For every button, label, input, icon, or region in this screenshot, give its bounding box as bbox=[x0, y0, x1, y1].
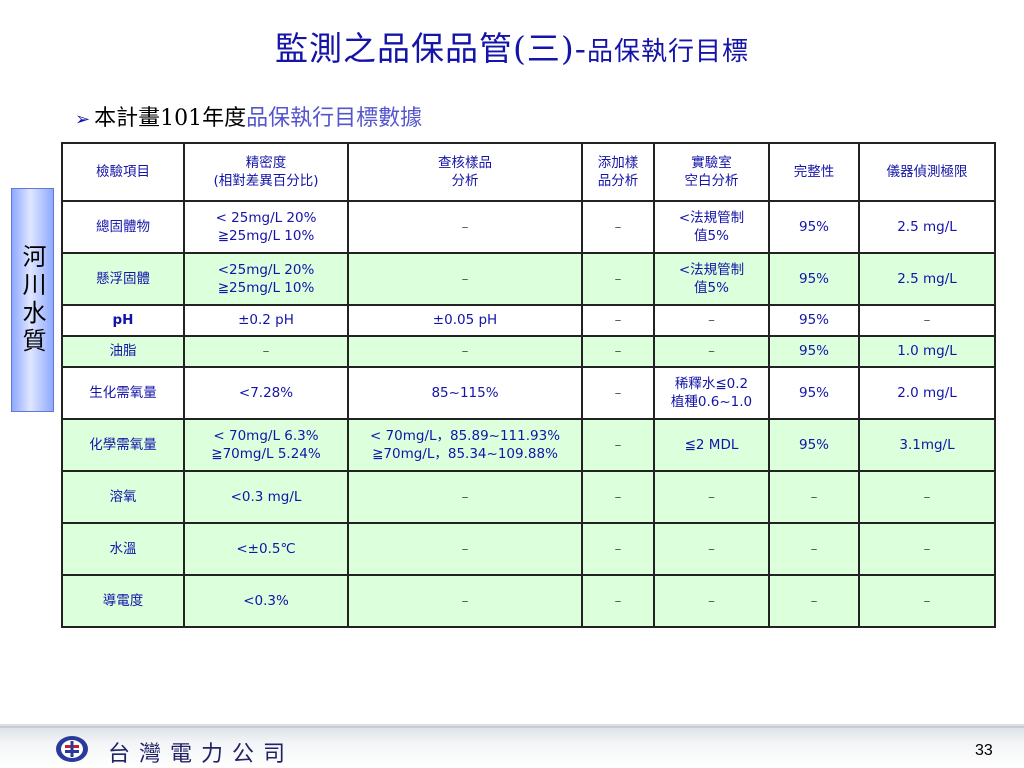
table-row: 導電度 <0.3% – – – – – bbox=[61, 574, 996, 628]
table-row: 化學需氧量 < 70mg/L 6.3% ≧70mg/L 5.24% < 70mg/L… bbox=[61, 418, 996, 472]
cell-item: 總固體物 bbox=[61, 200, 185, 254]
table-row: 水溫 <±0.5℃ – – – – – bbox=[61, 522, 996, 576]
page-number: 33 bbox=[975, 742, 993, 759]
footer-divider bbox=[0, 726, 1024, 728]
cell-precision: <±0.5℃ bbox=[183, 522, 349, 576]
cell-spike-sample: – bbox=[581, 200, 655, 254]
cell-detection-limit: – bbox=[858, 470, 996, 524]
cell-completeness: 95% bbox=[768, 200, 860, 254]
header-spike-sample: 添加樣 品分析 bbox=[581, 142, 655, 202]
cell-lab-blank: – bbox=[653, 304, 770, 337]
cell-spike-sample: – bbox=[581, 366, 655, 420]
cell-lab-blank: <法規管制 值5% bbox=[653, 200, 770, 254]
cell-spike-sample: – bbox=[581, 335, 655, 368]
company-name: 台灣電力公司 bbox=[108, 742, 295, 767]
cell-completeness: 95% bbox=[768, 304, 860, 337]
cell-item: 溶氧 bbox=[61, 470, 185, 524]
cell-item: 水溫 bbox=[61, 522, 185, 576]
table-row: pH ±0.2 pH ±0.05 pH – –95% – bbox=[61, 304, 996, 337]
cell-lab-blank: – bbox=[653, 574, 770, 628]
arrow-bullet-icon: ➢ bbox=[75, 109, 91, 130]
table-row: 油脂 – – – –95% 1.0 mg/L bbox=[61, 335, 996, 368]
cell-precision: < 70mg/L 6.3% ≧70mg/L 5.24% bbox=[183, 418, 349, 472]
cell-check-sample: ±0.05 pH bbox=[347, 304, 583, 337]
table-row: 溶氧 <0.3 mg/L – – – – – bbox=[61, 470, 996, 524]
cell-spike-sample: – bbox=[581, 304, 655, 337]
slide-title-main: 監測之品保品管(三)- bbox=[275, 29, 587, 68]
table-row: 總固體物 < 25mg/L 20% ≧25mg/L 10% – – <法規管制 值5% 9… bbox=[61, 200, 996, 254]
cell-item: 導電度 bbox=[61, 574, 185, 628]
cell-check-sample: – bbox=[347, 574, 583, 628]
cell-completeness: – bbox=[768, 574, 860, 628]
cell-check-sample: 85~115% bbox=[347, 366, 583, 420]
cell-spike-sample: – bbox=[581, 252, 655, 306]
cell-spike-sample: – bbox=[581, 418, 655, 472]
cell-detection-limit: 3.1mg/L bbox=[858, 418, 996, 472]
cell-precision: < 25mg/L 20% ≧25mg/L 10% bbox=[183, 200, 349, 254]
header-check-sample-text: 查核樣品 分析 bbox=[438, 154, 492, 189]
cell-lab-blank: – bbox=[653, 522, 770, 576]
cell-item: 懸浮固體 bbox=[61, 252, 185, 306]
cell-detection-limit: 2.0 mg/L bbox=[858, 366, 996, 420]
bullet-line: ➢ 本計畫101年度品保執行目標數據 bbox=[75, 100, 422, 132]
cell-precision: <25mg/L 20% ≧25mg/L 10% bbox=[183, 252, 349, 306]
header-precision: 精密度 (相對差異百分比) bbox=[183, 142, 349, 202]
cell-check-sample: – bbox=[347, 522, 583, 576]
taipower-logo-icon bbox=[56, 736, 88, 762]
bullet-plain-text: 本計畫101年度 bbox=[94, 106, 247, 131]
cell-check-sample: < 70mg/L，85.89~111.93% ≧70mg/L，85.34~109… bbox=[347, 418, 583, 472]
cell-completeness: 95% bbox=[768, 252, 860, 306]
cell-completeness: – bbox=[768, 470, 860, 524]
side-category-label: 河川水質 bbox=[18, 244, 46, 356]
cell-detection-limit: – bbox=[858, 304, 996, 337]
cell-precision: <7.28% bbox=[183, 366, 349, 420]
header-lab-blank: 實驗室 空白分析 bbox=[653, 142, 770, 202]
header-spike-sample-text: 添加樣 品分析 bbox=[597, 154, 639, 189]
qc-target-table: 檢驗項目 精密度 (相對差異百分比) 查核樣品 分析 添加樣 品分析 實驗室 空… bbox=[61, 142, 996, 628]
cell-check-sample: – bbox=[347, 470, 583, 524]
cell-completeness: 95% bbox=[768, 366, 860, 420]
cell-detection-limit: 1.0 mg/L bbox=[858, 335, 996, 368]
cell-completeness: 95% bbox=[768, 335, 860, 368]
header-lab-blank-text: 實驗室 空白分析 bbox=[684, 154, 739, 189]
cell-spike-sample: – bbox=[581, 522, 655, 576]
cell-item: 化學需氧量 bbox=[61, 418, 185, 472]
header-check-sample: 查核樣品 分析 bbox=[347, 142, 583, 202]
cell-detection-limit: 2.5 mg/L bbox=[858, 252, 996, 306]
table-row: 懸浮固體 <25mg/L 20% ≧25mg/L 10% – – <法規管制 值5% 95… bbox=[61, 252, 996, 306]
cell-item: 生化需氧量 bbox=[61, 366, 185, 420]
cell-lab-blank: – bbox=[653, 470, 770, 524]
cell-lab-blank: ≦2 MDL bbox=[653, 418, 770, 472]
header-item: 檢驗項目 bbox=[61, 142, 185, 202]
cell-check-sample: – bbox=[347, 335, 583, 368]
bullet-highlight-text: 品保執行目標數據 bbox=[246, 106, 423, 131]
cell-check-sample: – bbox=[347, 200, 583, 254]
cell-completeness: 95% bbox=[768, 418, 860, 472]
cell-detection-limit: – bbox=[858, 574, 996, 628]
cell-check-sample: – bbox=[347, 252, 583, 306]
cell-item: 油脂 bbox=[61, 335, 185, 368]
cell-detection-limit: – bbox=[858, 522, 996, 576]
cell-lab-blank: 稀釋水≦0.2 植種0.6~1.0 bbox=[653, 366, 770, 420]
cell-lab-blank: – bbox=[653, 335, 770, 368]
table-header-row: 檢驗項目 精密度 (相對差異百分比) 查核樣品 分析 添加樣 品分析 實驗室 空… bbox=[61, 142, 996, 202]
cell-item: pH bbox=[61, 304, 185, 337]
header-precision-text: 精密度 (相對差異百分比) bbox=[213, 154, 319, 189]
cell-completeness: – bbox=[768, 522, 860, 576]
cell-precision: – bbox=[183, 335, 349, 368]
header-detection-limit: 儀器偵測極限 bbox=[858, 142, 996, 202]
cell-spike-sample: – bbox=[581, 574, 655, 628]
side-category-box: 河川水質 bbox=[11, 188, 54, 412]
cell-detection-limit: 2.5 mg/L bbox=[858, 200, 996, 254]
cell-spike-sample: – bbox=[581, 470, 655, 524]
cell-precision: <0.3 mg/L bbox=[183, 470, 349, 524]
slide-title: 監測之品保品管(三)-品保執行目標 bbox=[0, 22, 1024, 70]
cell-precision: <0.3% bbox=[183, 574, 349, 628]
cell-precision: ±0.2 pH bbox=[183, 304, 349, 337]
table-row: 生化需氧量 <7.28% 85~115% – 稀釋水≦0.2 植種0.6~1.0 95% 2… bbox=[61, 366, 996, 420]
footer-bar bbox=[0, 724, 1024, 768]
slide-title-sub: 品保執行目標 bbox=[586, 37, 749, 67]
cell-lab-blank: <法規管制 值5% bbox=[653, 252, 770, 306]
header-completeness: 完整性 bbox=[768, 142, 860, 202]
